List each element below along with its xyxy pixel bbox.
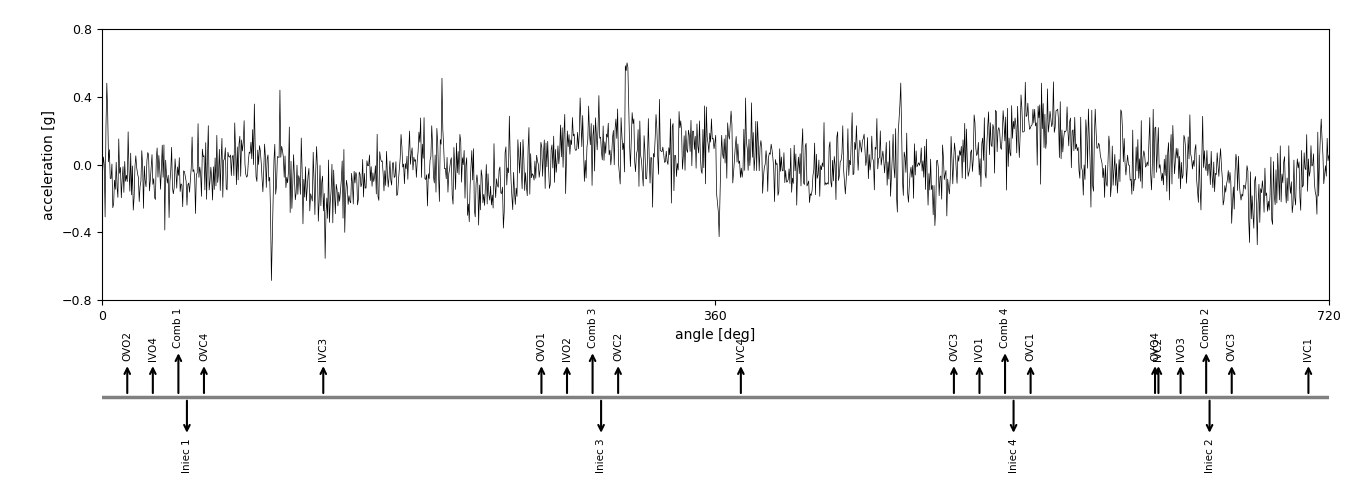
Y-axis label: acceleration [g]: acceleration [g] xyxy=(42,109,56,220)
Text: Comb 3: Comb 3 xyxy=(587,307,598,348)
Text: Comb 2: Comb 2 xyxy=(1201,307,1211,348)
Text: IVC2: IVC2 xyxy=(1154,336,1163,361)
Text: OVC3: OVC3 xyxy=(949,332,959,361)
Text: OVC3: OVC3 xyxy=(1227,332,1237,361)
Text: Comb 1: Comb 1 xyxy=(174,307,183,348)
Text: Comb 4: Comb 4 xyxy=(999,307,1010,348)
Text: IVC3: IVC3 xyxy=(319,336,328,361)
Text: OVO4: OVO4 xyxy=(1150,331,1159,361)
Text: OVC1: OVC1 xyxy=(1025,332,1036,361)
Text: Iniec 4: Iniec 4 xyxy=(1009,438,1018,473)
Text: Iniec 2: Iniec 2 xyxy=(1204,438,1215,473)
Text: IVO1: IVO1 xyxy=(975,336,984,361)
Text: IVC4: IVC4 xyxy=(736,336,746,361)
Text: OVO1: OVO1 xyxy=(537,331,546,361)
X-axis label: angle [deg]: angle [deg] xyxy=(675,328,755,342)
Text: Iniec 1: Iniec 1 xyxy=(182,438,193,473)
Text: OVC4: OVC4 xyxy=(199,332,209,361)
Text: IVO4: IVO4 xyxy=(148,336,157,361)
Text: IVO3: IVO3 xyxy=(1176,336,1185,361)
Text: OVO2: OVO2 xyxy=(122,331,133,361)
Text: IVC1: IVC1 xyxy=(1303,336,1314,361)
Text: OVC2: OVC2 xyxy=(613,332,624,361)
Text: Iniec 3: Iniec 3 xyxy=(597,438,606,473)
Text: IVO2: IVO2 xyxy=(561,336,572,361)
